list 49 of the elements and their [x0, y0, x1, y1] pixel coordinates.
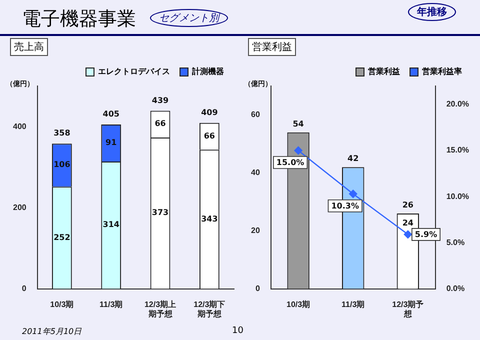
data-label: 24	[402, 218, 414, 228]
text: 年推移	[408, 3, 456, 21]
y2-tick-label: 15.0%	[446, 146, 470, 155]
y-tick-label: 60	[250, 110, 260, 120]
data-label: 343	[201, 214, 218, 224]
legend-label: 営業利益率	[422, 66, 462, 76]
y2-tick-label: 20.0%	[446, 100, 470, 109]
x-tick-label: 12/3期予想	[392, 300, 424, 318]
x-tick-label: 12/3期下期予想	[194, 300, 226, 318]
total-label: 409	[201, 108, 218, 117]
data-label: 314	[102, 220, 120, 230]
text: 10	[232, 326, 244, 336]
data-label: 5.9%	[414, 230, 438, 239]
total-label: 405	[102, 110, 120, 119]
y-tick-label: 0	[255, 284, 260, 294]
data-label: 252	[54, 232, 70, 242]
data-label: 15.0%	[276, 158, 304, 168]
x-tick-label: 11/3期	[100, 300, 123, 309]
y-tick-label: 400	[12, 122, 27, 131]
data-label: 106	[54, 160, 71, 170]
x-tick-label: 11/3期	[342, 300, 365, 309]
legend-label: エレクトロデバイス	[98, 67, 170, 76]
legend-label: 計測機器	[191, 67, 224, 76]
y-tick-label: 0	[22, 284, 27, 294]
data-label: 54	[292, 119, 304, 128]
y2-tick-label: 10.0%	[446, 192, 470, 201]
data-label: 91	[106, 138, 118, 148]
data-label: 26	[402, 200, 414, 210]
y-tick-label: 40	[250, 168, 260, 178]
legend-label: 営業利益	[368, 67, 400, 76]
y2-tick-label: 5.0%	[446, 238, 465, 247]
x-tick-label: 10/3期	[286, 300, 310, 309]
text: 2011年5月10日	[22, 326, 82, 337]
y2-tick-label: 0.0%	[446, 284, 465, 294]
chart-title: 売上高	[10, 38, 48, 56]
x-tick-label: 12/3期上期予想	[144, 300, 176, 318]
data-label: 373	[152, 208, 169, 218]
total-label: 358	[54, 128, 71, 138]
x-tick-label: 10/3期	[50, 300, 74, 309]
data-label: 66	[154, 119, 166, 128]
total-label: 439	[152, 96, 170, 105]
text: セグメント別	[150, 9, 228, 27]
y-tick-label: 20	[250, 226, 260, 236]
chart-title: 営業利益	[248, 38, 296, 56]
data-label: 42	[348, 154, 359, 164]
text: 電子機器事業	[22, 7, 136, 32]
y-tick-label: 200	[12, 202, 27, 212]
data-label: 10.3%	[331, 201, 359, 210]
data-label: 66	[204, 131, 216, 140]
